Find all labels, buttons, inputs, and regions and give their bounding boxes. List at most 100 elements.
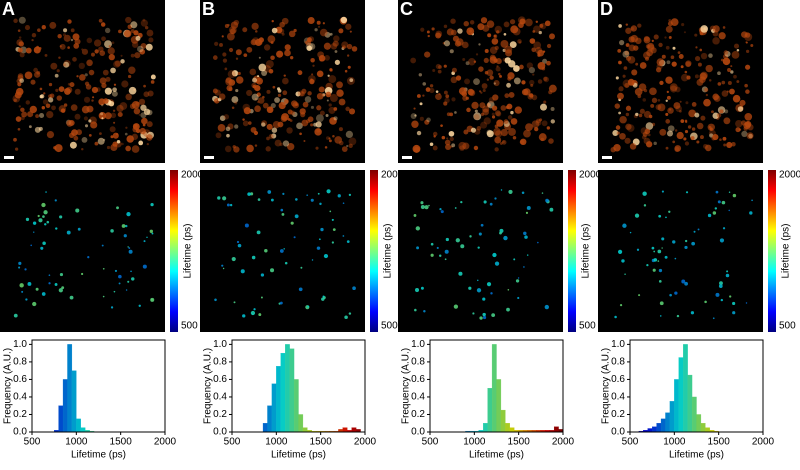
- texture: [515, 279, 520, 283]
- texture: [112, 109, 116, 112]
- y-tick-label: 0.4: [213, 392, 227, 403]
- texture: [18, 105, 22, 108]
- texture: [13, 18, 18, 24]
- texture: [240, 269, 245, 274]
- texture: [31, 38, 34, 42]
- texture: [666, 130, 674, 137]
- x-axis-label: Lifetime (ps): [469, 450, 524, 461]
- bar: [656, 423, 662, 433]
- texture: [17, 73, 24, 79]
- texture: [525, 123, 533, 132]
- texture: [708, 53, 713, 58]
- texture: [278, 28, 285, 34]
- texture: [460, 201, 463, 204]
- texture: [133, 30, 139, 36]
- texture: [39, 112, 45, 119]
- texture: [235, 88, 239, 93]
- colorbar-min: 500: [579, 321, 596, 332]
- texture: [134, 124, 138, 128]
- texture: [13, 313, 18, 318]
- texture: [334, 59, 340, 65]
- texture: [473, 78, 480, 86]
- texture: [325, 114, 329, 118]
- texture: [721, 80, 726, 85]
- texture: [272, 85, 276, 89]
- texture: [72, 57, 77, 62]
- texture: [718, 284, 723, 288]
- x-axis-label: Lifetime (ps): [669, 450, 724, 461]
- texture: [661, 237, 665, 241]
- texture: [719, 281, 723, 286]
- texture: [494, 110, 501, 117]
- texture: [690, 136, 695, 141]
- texture: [13, 98, 17, 102]
- texture: [657, 98, 661, 102]
- texture: [624, 137, 631, 144]
- texture: [736, 80, 740, 84]
- texture: [212, 55, 218, 60]
- texture: [625, 43, 630, 47]
- texture: [349, 108, 356, 115]
- texture: [539, 118, 543, 122]
- bar: [652, 426, 657, 433]
- bar: [289, 348, 295, 433]
- texture: [334, 50, 338, 53]
- texture: [347, 65, 351, 69]
- texture: [519, 18, 526, 25]
- texture: [37, 28, 41, 32]
- texture: [265, 60, 274, 69]
- texture: [133, 107, 141, 115]
- texture: [70, 38, 74, 42]
- x-axis-label: Lifetime (ps): [271, 450, 326, 461]
- texture: [257, 100, 260, 104]
- bar: [700, 423, 706, 433]
- texture: [535, 46, 543, 54]
- texture: [33, 67, 38, 73]
- y-tick-label: 1.0: [213, 339, 227, 350]
- colorbar-max: 2000: [181, 170, 204, 181]
- texture: [665, 25, 673, 33]
- texture: [540, 137, 544, 142]
- texture: [284, 44, 291, 51]
- texture: [287, 143, 295, 151]
- texture: [729, 88, 735, 95]
- texture: [287, 118, 291, 121]
- texture: [232, 145, 236, 149]
- texture: [480, 91, 483, 94]
- texture: [242, 118, 245, 121]
- texture: [665, 112, 669, 116]
- texture: [549, 207, 554, 212]
- texture: [351, 46, 358, 52]
- texture: [744, 83, 748, 88]
- texture: [491, 112, 495, 116]
- texture: [147, 90, 154, 97]
- texture: [712, 133, 719, 141]
- colorbar-label: Lifetime (ps): [781, 223, 792, 278]
- texture: [509, 41, 517, 49]
- texture: [236, 240, 240, 244]
- texture: [94, 49, 99, 54]
- texture: [329, 94, 338, 103]
- colorbar-min: 500: [381, 321, 398, 332]
- texture: [648, 114, 653, 119]
- texture: [458, 87, 467, 96]
- texture: [84, 73, 88, 77]
- texture: [17, 47, 23, 53]
- texture: [218, 93, 226, 100]
- texture: [665, 146, 669, 150]
- texture: [106, 145, 111, 150]
- texture: [302, 101, 309, 108]
- texture: [116, 206, 119, 210]
- texture: [719, 109, 724, 114]
- texture: [732, 311, 736, 315]
- texture: [549, 33, 555, 40]
- texture: [102, 295, 105, 298]
- texture: [429, 142, 434, 146]
- texture: [104, 40, 112, 49]
- texture: [665, 76, 673, 84]
- texture: [744, 33, 753, 42]
- texture: [726, 270, 729, 273]
- texture: [219, 43, 223, 47]
- texture: [687, 125, 692, 129]
- texture: [463, 129, 469, 135]
